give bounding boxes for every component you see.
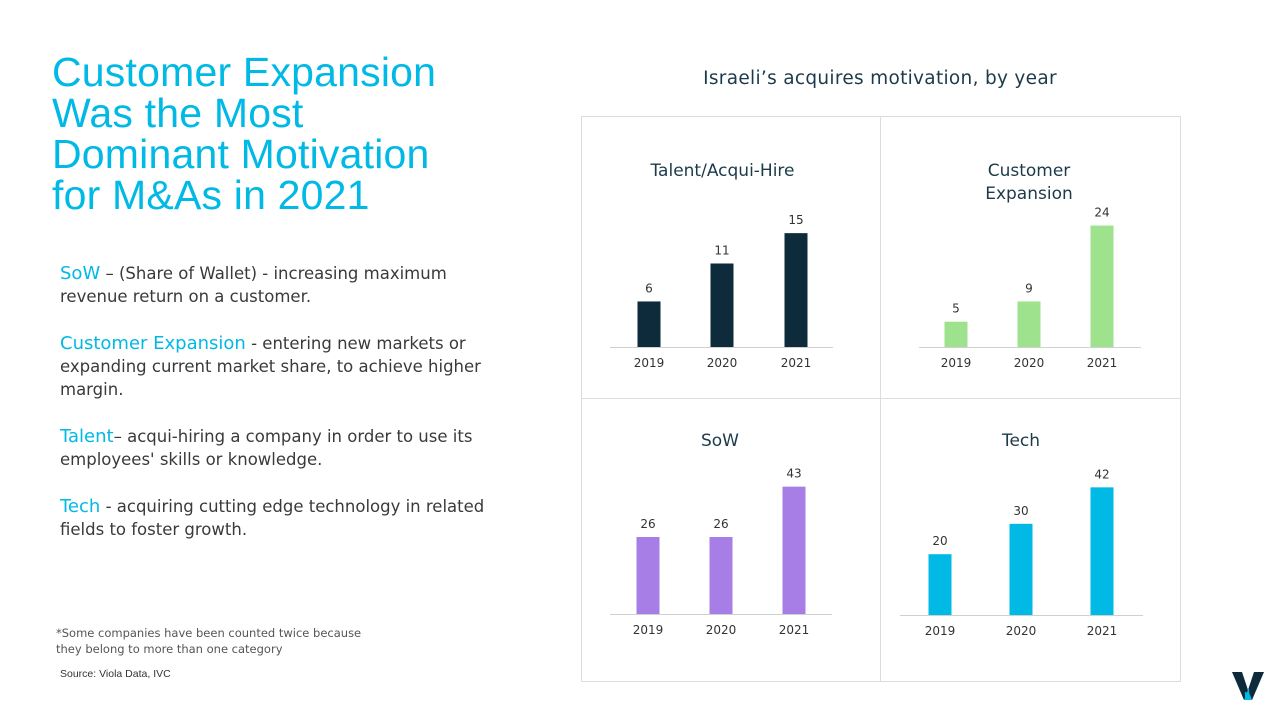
chart-heading: Israeli’s acquires motivation, by year xyxy=(703,68,1057,89)
source-note: Source: Viola Data, IVC xyxy=(60,668,171,680)
definition-term: Customer Expansion xyxy=(60,333,246,354)
viola-logo-icon xyxy=(1232,672,1264,700)
footnote: *Some companies have been counted twice … xyxy=(56,626,362,656)
definition-customer-expansion: Customer Expansion - entering new market… xyxy=(60,332,490,401)
panel-title-sow: SoW xyxy=(700,431,739,451)
panel-title-talent: Talent/Acqui-Hire xyxy=(650,161,795,181)
definition-desc: - acquiring cutting edge technology in r… xyxy=(60,497,485,539)
title-line: Customer Expansion xyxy=(52,49,437,95)
definition-desc: – acqui-hiring a company in order to use… xyxy=(60,427,473,469)
definition-sow: SoW – (Share of Wallet) - increasing max… xyxy=(60,262,490,308)
definition-term: Talent xyxy=(60,426,114,447)
definition-tech: Tech - acquiring cutting edge technology… xyxy=(60,495,490,541)
chart-grid-divider-vertical xyxy=(880,116,881,682)
page-title: Customer Expansion Was the Most Dominant… xyxy=(52,52,532,216)
panel-title-tech: Tech xyxy=(1001,431,1041,451)
definition-term: Tech xyxy=(60,496,101,517)
definition-desc: - entering new markets or expanding curr… xyxy=(60,334,481,399)
chart-grid-divider-horizontal xyxy=(581,398,1181,399)
panel-title-customer-expansion: Customer Expansion xyxy=(985,161,1073,204)
definitions-list: SoW – (Share of Wallet) - increasing max… xyxy=(60,262,490,565)
chart-grid-frame xyxy=(581,116,1181,682)
title-line: for M&As in 2021 xyxy=(52,172,370,218)
definition-talent: Talent– acqui-hiring a company in order … xyxy=(60,425,490,471)
title-line: Was the Most xyxy=(52,90,304,136)
definition-term: SoW xyxy=(60,263,101,284)
definition-desc: – (Share of Wallet) - increasing maximum… xyxy=(60,264,447,306)
title-line: Dominant Motivation xyxy=(52,131,430,177)
